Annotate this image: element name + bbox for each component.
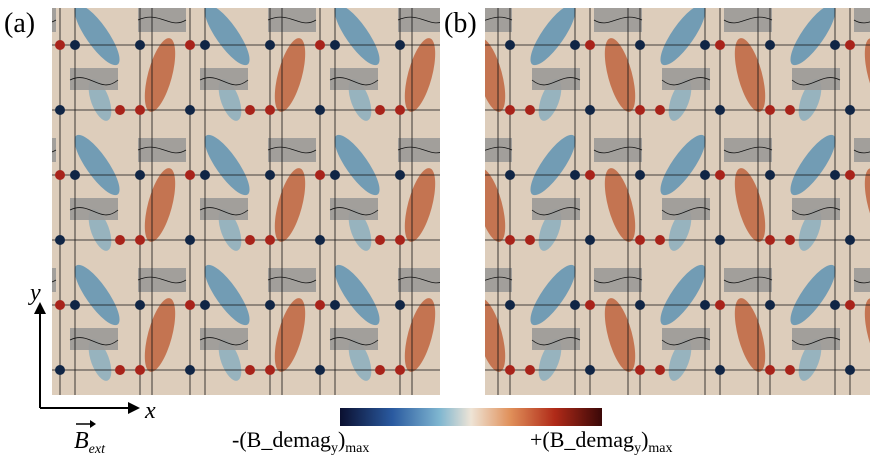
- colorbar-min-label: -(B_demagy)max: [232, 427, 369, 456]
- field-label: Bext: [74, 420, 106, 457]
- colorbar-max-label: +(B_demagy)max: [530, 427, 673, 456]
- x-axis-label: x: [144, 398, 156, 424]
- label-sub: max: [648, 441, 672, 456]
- field-sub: ext: [89, 442, 106, 457]
- label-text: -(B_demag: [232, 427, 331, 452]
- label-text: +(B_demag: [530, 427, 634, 452]
- figure: (a) (b) y x Bext -(B_demagy)max +(B_dema…: [0, 0, 870, 464]
- label-tail: ): [641, 427, 648, 452]
- svg-text:Bext: Bext: [74, 428, 106, 457]
- colorbar: [340, 408, 602, 426]
- field-symbol: B: [74, 428, 89, 454]
- panel-a-image: [52, 8, 440, 395]
- label-sub: y: [331, 441, 338, 456]
- panel-label: (a): [4, 8, 35, 39]
- y-axis-label: y: [28, 280, 41, 306]
- panel-label: (b): [444, 8, 477, 39]
- label-tail: ): [338, 427, 345, 452]
- label-sub: max: [345, 441, 369, 456]
- page: {"panels": [{"label": "(a)"}, {"label": …: [0, 0, 870, 464]
- panel-b-image: [485, 8, 870, 395]
- label-sub: y: [634, 441, 641, 456]
